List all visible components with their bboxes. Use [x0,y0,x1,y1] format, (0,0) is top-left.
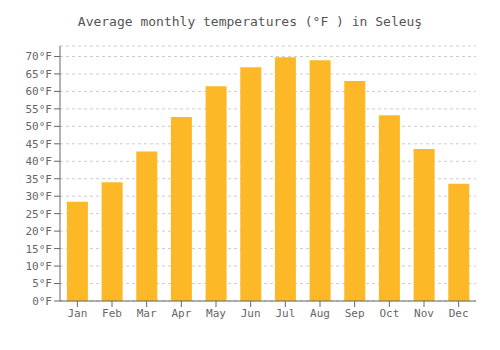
svg-text:Sep: Sep [345,307,365,320]
svg-text:25°F: 25°F [26,208,53,221]
svg-text:45°F: 45°F [26,138,53,151]
svg-text:Apr: Apr [171,307,191,320]
svg-text:5°F: 5°F [32,277,52,290]
svg-text:Jun: Jun [241,307,261,320]
svg-text:Jul: Jul [275,307,295,320]
svg-text:10°F: 10°F [26,260,53,273]
svg-text:May: May [206,307,226,320]
html-text:Average monthly temperatures (: Average monthly temperatures (°F ) in Se… [77,14,423,29]
svg-text:55°F: 55°F [26,103,53,116]
svg-text:20°F: 20°F [26,225,53,238]
svg-text:60°F: 60°F [26,85,53,98]
svg-text:35°F: 35°F [26,173,53,186]
svg-text:15°F: 15°F [26,243,53,256]
svg-text:30°F: 30°F [26,190,53,203]
svg-text:Mar: Mar [137,307,157,320]
svg-text:Jan: Jan [67,307,87,320]
svg-text:70°F: 70°F [26,50,53,63]
svg-text:Feb: Feb [102,307,122,320]
svg-text:Dec: Dec [449,307,469,320]
svg-text:50°F: 50°F [26,120,53,133]
svg-text:Nov: Nov [414,307,434,320]
svg-text:65°F: 65°F [26,68,53,81]
svg-text:40°F: 40°F [26,155,53,168]
svg-text:0°F: 0°F [32,295,52,308]
svg-text:Oct: Oct [379,307,399,320]
svg-text:Aug: Aug [310,307,330,320]
